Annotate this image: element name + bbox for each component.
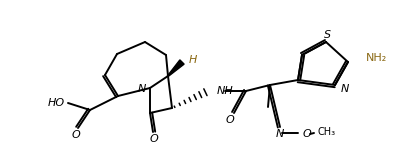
Text: O: O [225,115,234,125]
Text: H: H [189,55,197,65]
Text: O: O [303,129,312,139]
Polygon shape [168,60,184,76]
Text: N: N [276,129,284,139]
Text: NH: NH [217,86,234,96]
Text: N: N [341,84,349,94]
Text: S: S [324,30,332,40]
Text: O: O [150,134,158,144]
Text: HO: HO [48,98,65,108]
Text: CH₃: CH₃ [318,127,336,137]
Text: N: N [138,84,146,94]
Text: NH₂: NH₂ [366,53,387,63]
Text: O: O [72,130,80,140]
